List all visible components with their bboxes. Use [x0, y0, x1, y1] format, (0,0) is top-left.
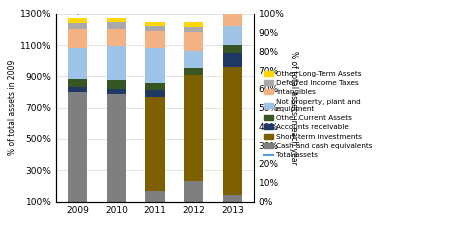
Y-axis label: % of total assets in 2009: % of total assets in 2009: [8, 60, 17, 155]
Bar: [107, 29, 126, 46]
Bar: [145, 90, 165, 97]
Bar: [68, 29, 87, 48]
Bar: [68, 48, 87, 79]
Bar: [107, 80, 126, 89]
Bar: [145, 83, 165, 90]
Bar: [184, 68, 204, 75]
Bar: [223, 195, 242, 217]
Bar: [68, 79, 87, 87]
Bar: [68, 23, 87, 29]
Bar: [68, 19, 87, 23]
Bar: [184, 181, 204, 217]
Bar: [223, 0, 242, 1]
Bar: [145, 97, 165, 191]
Bar: [107, 89, 126, 93]
Legend: Other Long-Term Assets, Deferred Income Taxes, Intangibles, Not property, plant : Other Long-Term Assets, Deferred Income …: [265, 71, 373, 158]
Y-axis label: % of total assets in each year: % of total assets in each year: [290, 51, 298, 164]
Bar: [223, 6, 242, 26]
Bar: [184, 51, 204, 68]
Line: Total assets: Total assets: [78, 0, 233, 14]
Bar: [223, 53, 242, 67]
Bar: [223, 45, 242, 53]
Bar: [107, 93, 126, 217]
Bar: [145, 22, 165, 26]
Bar: [68, 92, 87, 217]
Bar: [223, 1, 242, 6]
Bar: [184, 22, 204, 27]
Total assets: [75, 12, 80, 15]
Bar: [184, 27, 204, 32]
Bar: [184, 32, 204, 51]
Bar: [184, 75, 204, 181]
Bar: [145, 26, 165, 31]
Bar: [145, 31, 165, 48]
Bar: [223, 26, 242, 45]
Bar: [145, 48, 165, 83]
Bar: [107, 18, 126, 22]
Bar: [68, 87, 87, 92]
Bar: [107, 22, 126, 29]
Bar: [223, 67, 242, 195]
Bar: [145, 191, 165, 217]
Bar: [107, 46, 126, 80]
